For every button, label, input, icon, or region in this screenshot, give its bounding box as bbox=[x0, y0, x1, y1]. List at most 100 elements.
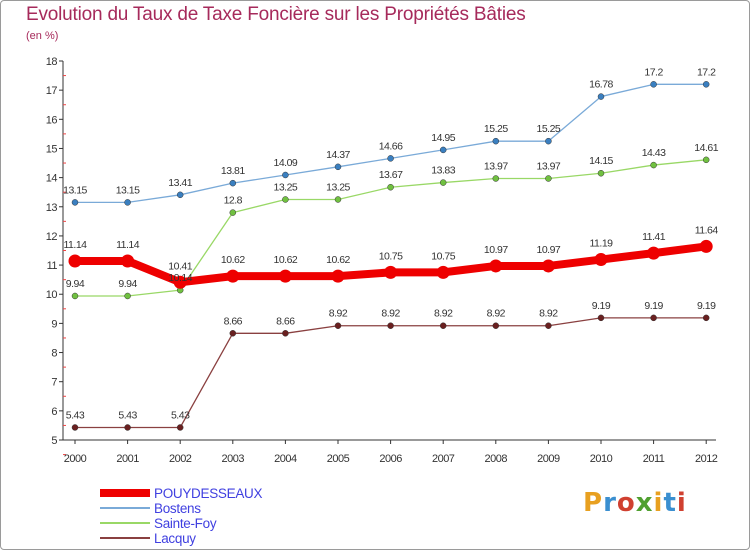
data-label-bostens: 13.15 bbox=[116, 184, 140, 196]
point-lacquy bbox=[176, 424, 184, 431]
data-label-pouydesseaux: 11.14 bbox=[116, 239, 140, 251]
x-tick-label: 2006 bbox=[379, 453, 402, 465]
point-sainte-foy bbox=[702, 156, 710, 164]
point-lacquy bbox=[702, 314, 710, 322]
data-label-bostens: 13.81 bbox=[221, 165, 245, 177]
point-sainte-foy bbox=[439, 179, 447, 186]
data-label-lacquy: 8.66 bbox=[224, 315, 243, 327]
data-label-sainte-foy: 13.25 bbox=[326, 181, 350, 193]
point-lacquy bbox=[334, 322, 342, 329]
point-pouydesseaux bbox=[331, 269, 345, 283]
point-lacquy bbox=[124, 424, 131, 431]
logo-letter: o bbox=[616, 488, 636, 518]
logo-letter: r bbox=[603, 488, 617, 518]
data-label-bostens: 15.25 bbox=[537, 123, 561, 135]
point-bostens bbox=[439, 146, 447, 154]
data-label-lacquy: 8.92 bbox=[329, 308, 348, 320]
data-label-lacquy: 5.43 bbox=[171, 409, 190, 421]
logo-letter: P bbox=[583, 488, 604, 518]
logo-letter: i bbox=[653, 488, 664, 518]
series-line-lacquy bbox=[74, 317, 707, 429]
logo-letter: i bbox=[676, 488, 687, 518]
point-lacquy bbox=[387, 322, 394, 329]
x-tick-label: 2004 bbox=[274, 453, 297, 465]
data-label-pouydesseaux: 10.62 bbox=[274, 254, 298, 266]
data-label-lacquy: 8.92 bbox=[487, 308, 506, 320]
x-tick-label: 2003 bbox=[222, 453, 245, 465]
point-sainte-foy bbox=[229, 209, 237, 216]
data-label-sainte-foy: 13.97 bbox=[484, 160, 508, 172]
point-bostens bbox=[492, 137, 500, 145]
data-label-lacquy: 9.19 bbox=[592, 300, 611, 312]
data-label-lacquy: 5.43 bbox=[118, 409, 137, 421]
point-bostens bbox=[650, 81, 657, 88]
point-pouydesseaux bbox=[173, 275, 187, 289]
data-label-bostens: 17.2 bbox=[644, 66, 663, 78]
point-pouydesseaux bbox=[541, 259, 555, 273]
y-tick-label: 7 bbox=[51, 377, 57, 389]
data-label-bostens: 14.37 bbox=[326, 149, 350, 161]
data-label-bostens: 15.25 bbox=[484, 123, 508, 135]
point-bostens bbox=[702, 81, 710, 88]
point-pouydesseaux bbox=[384, 265, 398, 279]
x-tick-label: 2012 bbox=[695, 453, 718, 465]
point-lacquy bbox=[229, 330, 237, 337]
data-label-bostens: 14.09 bbox=[274, 157, 298, 169]
data-label-sainte-foy: 14.61 bbox=[694, 142, 718, 154]
data-label-pouydesseaux: 10.97 bbox=[537, 244, 561, 256]
legend-label-pouydesseaux: POUYDESSEAUX bbox=[154, 486, 262, 501]
x-tick-label: 2011 bbox=[643, 453, 665, 465]
y-tick-label: 12 bbox=[46, 231, 58, 243]
data-label-lacquy: 8.92 bbox=[434, 308, 453, 320]
point-pouydesseaux bbox=[647, 246, 661, 260]
point-lacquy bbox=[282, 330, 289, 337]
point-lacquy bbox=[650, 314, 657, 322]
point-bostens bbox=[597, 93, 605, 100]
point-sainte-foy bbox=[545, 175, 552, 182]
data-label-bostens: 17.2 bbox=[697, 66, 716, 78]
point-sainte-foy bbox=[124, 292, 131, 300]
x-tick-label: 2008 bbox=[485, 453, 508, 465]
legend-label-lacquy: Lacquy bbox=[154, 531, 196, 546]
data-label-pouydesseaux: 10.41 bbox=[168, 260, 192, 272]
data-label-pouydesseaux: 10.62 bbox=[221, 254, 245, 266]
y-tick-label: 5 bbox=[51, 435, 57, 447]
data-label-pouydesseaux: 10.97 bbox=[484, 244, 508, 256]
data-label-bostens: 13.41 bbox=[168, 177, 192, 189]
point-pouydesseaux bbox=[489, 259, 503, 273]
point-sainte-foy bbox=[334, 196, 342, 203]
data-label-pouydesseaux: 11.14 bbox=[64, 239, 88, 251]
data-label-sainte-foy: 14.43 bbox=[642, 147, 666, 159]
point-bostens bbox=[334, 163, 342, 171]
proxiti-logo: Proxiti bbox=[583, 488, 687, 518]
data-label-lacquy: 8.92 bbox=[539, 308, 558, 320]
logo-letter: x bbox=[635, 488, 654, 518]
x-tick-label: 2005 bbox=[327, 453, 350, 465]
point-sainte-foy bbox=[597, 169, 605, 177]
data-label-pouydesseaux: 10.62 bbox=[326, 254, 350, 266]
data-label-sainte-foy: 13.97 bbox=[537, 160, 561, 172]
y-tick-label: 17 bbox=[46, 85, 58, 97]
y-tick-label: 16 bbox=[46, 114, 58, 126]
x-tick-label: 2009 bbox=[537, 453, 560, 465]
point-pouydesseaux bbox=[594, 253, 608, 267]
x-tick-label: 2000 bbox=[64, 453, 87, 465]
data-label-pouydesseaux: 11.19 bbox=[590, 238, 614, 250]
y-tick-label: 11 bbox=[47, 260, 58, 272]
data-label-lacquy: 8.66 bbox=[276, 315, 295, 327]
x-tick-label: 2007 bbox=[432, 453, 455, 465]
point-lacquy bbox=[492, 322, 500, 329]
point-lacquy bbox=[597, 314, 605, 322]
y-tick-label: 10 bbox=[46, 289, 58, 301]
data-label-bostens: 16.78 bbox=[589, 79, 613, 91]
data-label-lacquy: 8.92 bbox=[381, 308, 400, 320]
data-label-pouydesseaux: 11.41 bbox=[642, 231, 666, 243]
chart-subtitle: (en %) bbox=[26, 30, 59, 42]
data-label-lacquy: 5.43 bbox=[66, 409, 85, 421]
y-tick-label: 14 bbox=[46, 173, 58, 185]
point-sainte-foy bbox=[282, 196, 289, 203]
point-bostens bbox=[71, 199, 79, 206]
data-label-pouydesseaux: 11.64 bbox=[695, 224, 719, 236]
legend-label-sainte-foy: Sainte-Foy bbox=[154, 516, 217, 531]
data-label-pouydesseaux: 10.75 bbox=[431, 250, 455, 262]
